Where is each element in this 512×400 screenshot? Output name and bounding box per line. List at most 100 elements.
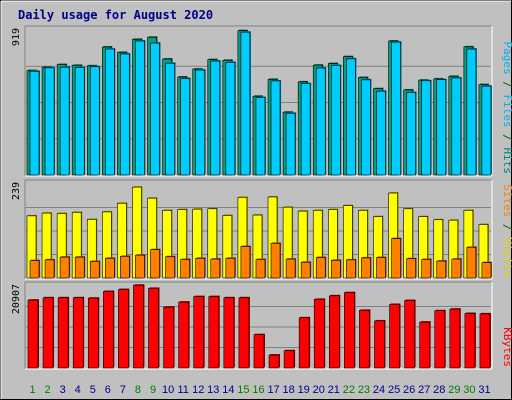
x-tick-label: 12 <box>192 384 204 396</box>
x-tick-label: 24 <box>373 384 385 396</box>
bar-kbytes-day-7 <box>118 288 130 369</box>
bar-sites-day-7 <box>120 255 131 279</box>
bar-kbytes-day-23 <box>359 309 371 369</box>
bar-face <box>120 53 130 176</box>
bar-kbytes-day-2 <box>42 296 55 369</box>
bar-face <box>344 292 355 369</box>
bar-sites-day-26 <box>406 257 417 279</box>
bar-files-day-15 <box>240 31 251 176</box>
bar-face <box>481 262 492 279</box>
bar-files-day-8 <box>135 40 146 176</box>
right-label-part: Sites <box>501 184 512 217</box>
right-label-part: KBytes <box>501 327 512 367</box>
x-axis-labels: 1 2 3 4 5 6 7 8 9 10 11 12 13 14 15 16 17 18 19 20 21 22 23 24 2… <box>29 384 490 396</box>
bar-kbytes-day-11 <box>178 301 190 369</box>
bar-files-day-3 <box>59 66 71 176</box>
bar-face <box>359 310 370 369</box>
x-tick-label: 27 <box>418 384 430 396</box>
y-max-label: 239 <box>11 182 22 200</box>
bar-face <box>313 299 325 369</box>
bar-face <box>29 260 40 279</box>
bar-sites-day-22 <box>346 258 357 279</box>
bar-kbytes-day-1 <box>27 299 39 369</box>
bar-face <box>421 80 431 176</box>
x-tick-label: 25 <box>388 384 400 396</box>
bar-kbytes-day-5 <box>87 297 100 369</box>
bar-face <box>180 78 190 176</box>
bar-face <box>315 67 326 176</box>
bar-face <box>285 258 296 279</box>
bar-kbytes-day-8 <box>133 284 145 369</box>
bar-face <box>466 247 477 279</box>
bar-face <box>150 42 160 176</box>
bar-sites-day-8 <box>135 254 146 279</box>
bar-face <box>180 259 190 279</box>
bar-face <box>255 259 266 279</box>
bar-face <box>210 258 221 279</box>
bar-face <box>120 256 130 279</box>
bar-sites-day-2 <box>44 258 56 279</box>
x-tick-label: 23 <box>358 384 370 396</box>
bar-face <box>421 259 431 279</box>
panel-sites-visits: 239 Sites / Visits <box>11 179 512 280</box>
bar-face <box>210 60 221 176</box>
chart-title: Daily usage for August 2020 <box>18 8 213 22</box>
x-tick-label: 26 <box>403 384 415 396</box>
bar-face <box>208 296 220 369</box>
bar-face <box>89 261 100 279</box>
bar-face <box>346 58 356 176</box>
bar-files-day-23 <box>361 78 372 176</box>
bar-files-day-22 <box>346 57 357 176</box>
bar-files-day-6 <box>105 48 116 176</box>
bar-kbytes-day-18 <box>283 349 296 369</box>
bar-sites-day-16 <box>255 258 266 279</box>
bar-face <box>466 48 477 176</box>
bar-face <box>406 258 416 279</box>
bar-face <box>270 80 281 176</box>
x-tick-label: 9 <box>150 384 156 396</box>
bar-face <box>253 334 265 369</box>
bar-face <box>285 113 296 176</box>
bar-kbytes-day-25 <box>389 303 401 369</box>
bar-face <box>451 258 462 279</box>
bar-sites-day-19 <box>300 261 312 279</box>
bar-files-day-29 <box>451 76 462 176</box>
bar-sites-day-21 <box>330 259 342 279</box>
bar-sites-day-23 <box>361 256 372 279</box>
bar-face <box>133 284 144 369</box>
bar-sites-day-30 <box>466 246 477 279</box>
bar-kbytes-day-20 <box>313 298 326 369</box>
bar-face <box>178 301 189 369</box>
bar-face <box>29 71 40 176</box>
bar-kbytes-day-29 <box>449 308 461 369</box>
bar-kbytes-day-16 <box>253 333 265 369</box>
x-tick-label: 29 <box>448 384 460 396</box>
bar-face <box>391 238 401 279</box>
chart-panels: 919 Pages / Files / Hits 239 Sites / Visits… <box>11 25 512 370</box>
bar-face <box>59 66 70 176</box>
bar-face <box>361 257 371 279</box>
bar-face <box>72 297 84 369</box>
bar-face <box>195 69 206 176</box>
bar-face <box>57 297 69 369</box>
bar-kbytes-day-30 <box>464 312 476 369</box>
bar-face <box>283 350 295 369</box>
right-label-part: Visits <box>501 237 512 277</box>
x-tick-label: 17 <box>267 384 279 396</box>
x-tick-label: 22 <box>343 384 355 396</box>
bar-files-day-26 <box>406 91 417 176</box>
x-tick-label: 20 <box>313 384 325 396</box>
bar-kbytes-day-22 <box>344 291 356 369</box>
bar-sites-day-17 <box>270 242 282 279</box>
bar-face <box>406 92 416 176</box>
bar-face <box>135 254 145 279</box>
x-tick-label: 1 <box>29 384 35 396</box>
bar-face <box>479 313 491 369</box>
bar-face <box>42 297 54 369</box>
bar-files-day-21 <box>330 64 342 176</box>
bar-face <box>74 67 85 176</box>
bar-kbytes-day-19 <box>298 316 311 369</box>
bar-face <box>376 257 386 279</box>
x-tick-label: 2 <box>45 384 51 396</box>
